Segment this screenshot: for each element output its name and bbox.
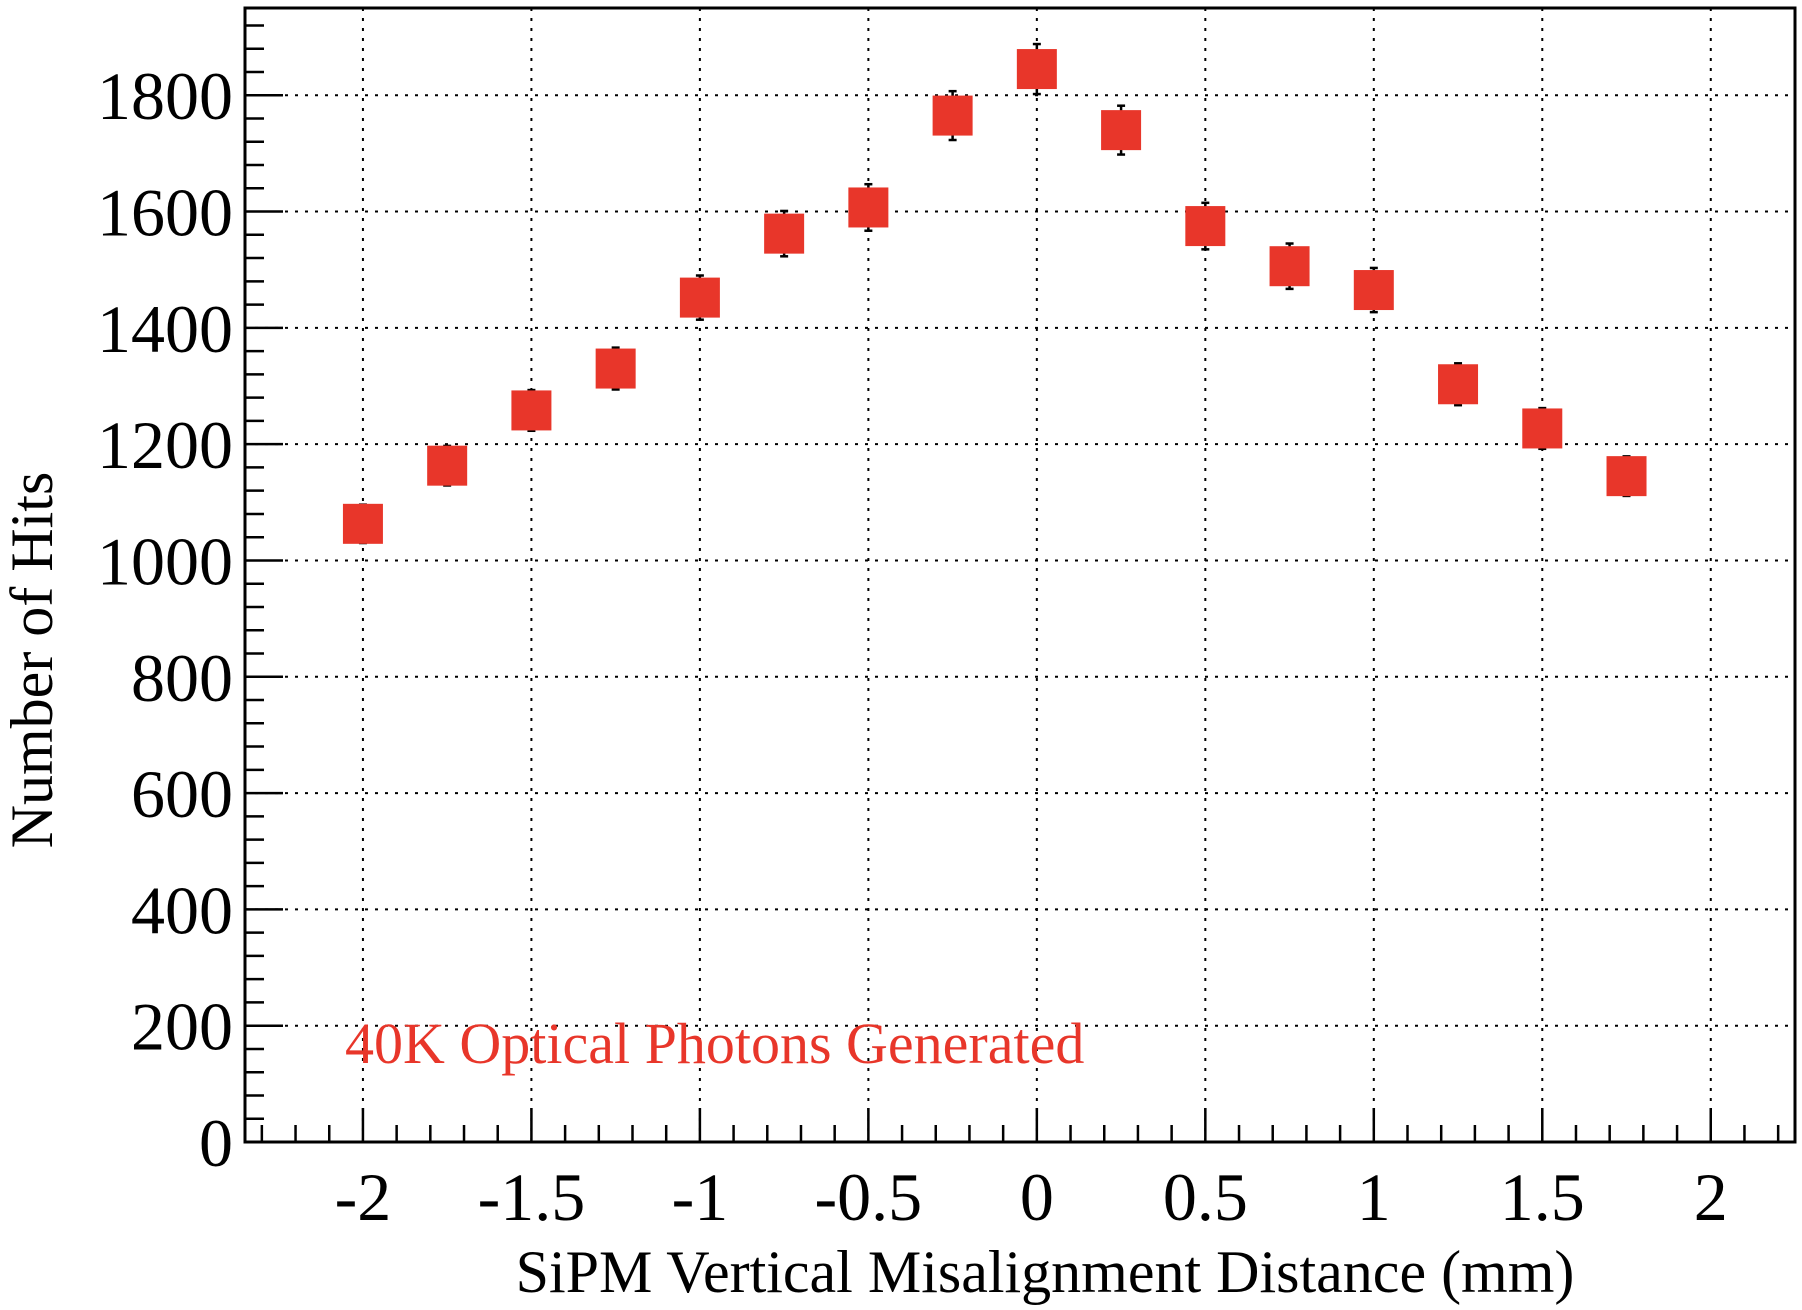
data-point: [1438, 364, 1479, 405]
data-point: [1269, 246, 1310, 287]
y-tick-label: 0: [199, 1105, 233, 1181]
y-tick-label: 200: [131, 989, 233, 1065]
data-point: [679, 277, 720, 318]
y-tick-label: 400: [131, 872, 233, 948]
x-tick-label: -2: [335, 1159, 392, 1235]
data-point: [764, 213, 805, 254]
x-tick-label: 0: [1020, 1159, 1054, 1235]
data-point: [595, 348, 636, 389]
y-tick-label: 1200: [97, 407, 233, 483]
y-tick-label: 1800: [97, 58, 233, 134]
y-tick-label: 1400: [97, 291, 233, 367]
x-tick-label: -0.5: [815, 1159, 923, 1235]
data-point: [427, 445, 468, 486]
grid-lines: [245, 8, 1795, 1142]
annotation-text: 40K Optical Photons Generated: [345, 1011, 1084, 1076]
x-tick-label: 0.5: [1163, 1159, 1248, 1235]
x-tick-label: -1.5: [478, 1159, 586, 1235]
data-point: [848, 187, 889, 228]
x-tick-label: 1: [1357, 1159, 1391, 1235]
data-point: [1016, 49, 1057, 90]
axis-ticks: [245, 24, 1780, 1144]
x-tick-label: 1.5: [1500, 1159, 1585, 1235]
y-tick-label: 800: [131, 640, 233, 716]
y-tick-labels: 0 200 400 600 800 1000 1200 1400 1600 1800: [97, 58, 233, 1181]
data-point: [342, 503, 383, 544]
data-point: [1185, 206, 1226, 247]
plot-frame: [243, 6, 1797, 1144]
data-points: [342, 42, 1647, 545]
data-point: [1101, 110, 1142, 151]
data-point: [511, 390, 552, 431]
data-point: [1353, 270, 1394, 311]
x-tick-labels: -2 -1.5 -1 -0.5 0 0.5 1 1.5 2: [335, 1159, 1728, 1235]
data-point: [1606, 456, 1647, 497]
y-tick-label: 600: [131, 756, 233, 832]
data-point: [932, 95, 973, 136]
y-tick-label: 1000: [97, 523, 233, 599]
y-tick-label: 1600: [97, 175, 233, 251]
x-tick-label: -1: [672, 1159, 729, 1235]
x-axis-title: SiPM Vertical Misalignment Distance (mm): [516, 1239, 1575, 1305]
y-axis-title: Number of Hits: [0, 472, 65, 849]
x-tick-label: 2: [1694, 1159, 1728, 1235]
data-point: [1522, 408, 1563, 449]
